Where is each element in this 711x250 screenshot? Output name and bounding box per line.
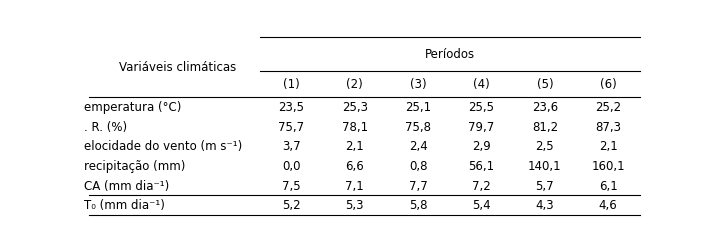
Text: 5,3: 5,3: [346, 198, 364, 211]
Text: 78,1: 78,1: [342, 120, 368, 133]
Text: T₀ (mm dia⁻¹): T₀ (mm dia⁻¹): [85, 198, 166, 211]
Text: 4,6: 4,6: [599, 198, 618, 211]
Text: 7,2: 7,2: [472, 179, 491, 192]
Text: 23,6: 23,6: [532, 101, 558, 114]
Text: 0,0: 0,0: [282, 160, 301, 172]
Text: (3): (3): [410, 78, 427, 91]
Text: . R. (%): . R. (%): [85, 120, 127, 133]
Text: 79,7: 79,7: [469, 120, 495, 133]
Text: 87,3: 87,3: [595, 120, 621, 133]
Text: 2,1: 2,1: [599, 140, 618, 153]
Text: 25,2: 25,2: [595, 101, 621, 114]
Text: 2,9: 2,9: [472, 140, 491, 153]
Text: 7,5: 7,5: [282, 179, 301, 192]
Text: 3,7: 3,7: [282, 140, 301, 153]
Text: 7,1: 7,1: [346, 179, 364, 192]
Text: 6,6: 6,6: [346, 160, 364, 172]
Text: 2,4: 2,4: [409, 140, 427, 153]
Text: 140,1: 140,1: [528, 160, 562, 172]
Text: 0,8: 0,8: [409, 160, 427, 172]
Text: 56,1: 56,1: [469, 160, 495, 172]
Text: 5,4: 5,4: [472, 198, 491, 211]
Text: 81,2: 81,2: [532, 120, 558, 133]
Text: 5,2: 5,2: [282, 198, 301, 211]
Text: 25,3: 25,3: [342, 101, 368, 114]
Text: 5,7: 5,7: [535, 179, 554, 192]
Text: 5,8: 5,8: [409, 198, 427, 211]
Text: 25,5: 25,5: [469, 101, 494, 114]
Text: (2): (2): [346, 78, 363, 91]
Text: CA (mm dia⁻¹): CA (mm dia⁻¹): [85, 179, 170, 192]
Text: (6): (6): [600, 78, 616, 91]
Text: 160,1: 160,1: [592, 160, 625, 172]
Text: elocidade do vento (m s⁻¹): elocidade do vento (m s⁻¹): [85, 140, 242, 153]
Text: 2,5: 2,5: [535, 140, 554, 153]
Text: 75,8: 75,8: [405, 120, 431, 133]
Text: 7,7: 7,7: [409, 179, 427, 192]
Text: 6,1: 6,1: [599, 179, 618, 192]
Text: 23,5: 23,5: [279, 101, 304, 114]
Text: 4,3: 4,3: [535, 198, 554, 211]
Text: 2,1: 2,1: [346, 140, 364, 153]
Text: 25,1: 25,1: [405, 101, 431, 114]
Text: emperatura (°C): emperatura (°C): [85, 101, 182, 114]
Text: 75,7: 75,7: [278, 120, 304, 133]
Text: Períodos: Períodos: [424, 48, 475, 61]
Text: Variáveis climáticas: Variáveis climáticas: [119, 61, 236, 74]
Text: recipitação (mm): recipitação (mm): [85, 160, 186, 172]
Text: (4): (4): [473, 78, 490, 91]
Text: (1): (1): [283, 78, 300, 91]
Text: (5): (5): [537, 78, 553, 91]
